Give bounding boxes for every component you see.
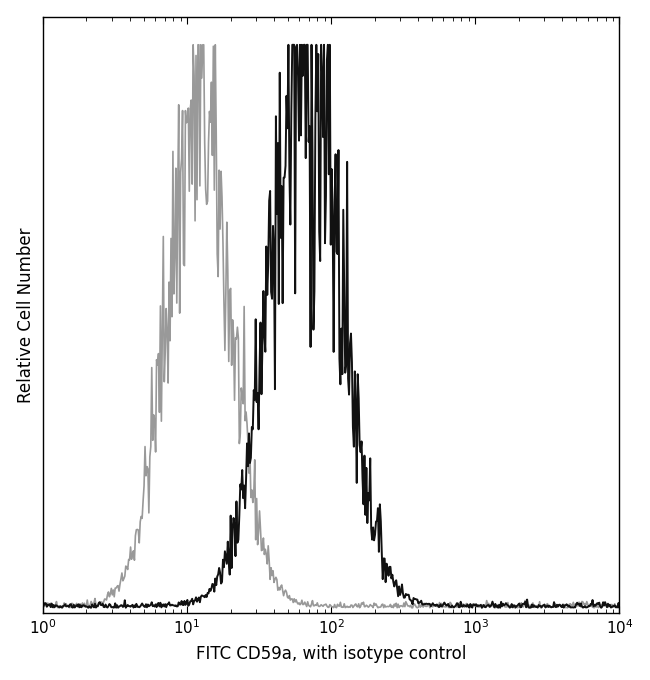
Y-axis label: Relative Cell Number: Relative Cell Number — [17, 227, 34, 403]
X-axis label: FITC CD59a, with isotype control: FITC CD59a, with isotype control — [196, 645, 467, 663]
